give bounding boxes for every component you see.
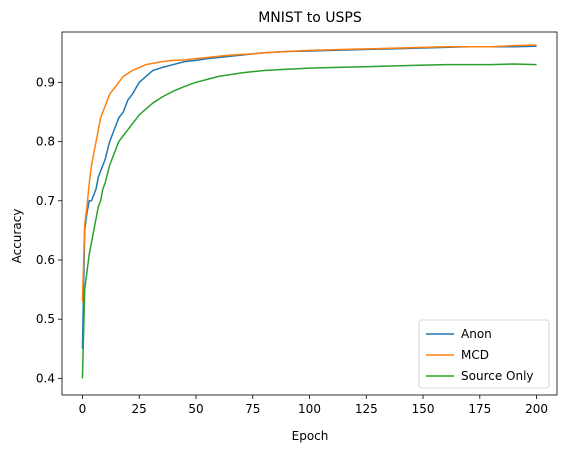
series-line-source-only (81, 63, 537, 379)
series-line-mcd (81, 44, 537, 302)
x-tick-label: 75 (245, 402, 260, 416)
x-tick-label: 175 (468, 402, 491, 416)
y-axis-label: Accuracy (10, 209, 24, 264)
legend-label: Anon (461, 327, 492, 341)
x-tick-label: 50 (188, 402, 203, 416)
x-tick-label: 150 (412, 402, 435, 416)
legend-box (418, 319, 550, 389)
y-tick-label: 0.4 (36, 371, 55, 385)
legend-label: MCD (461, 348, 489, 362)
x-tick-label: 0 (79, 402, 87, 416)
x-tick-label: 25 (132, 402, 147, 416)
y-tick-label: 0.5 (36, 312, 55, 326)
y-tick-label: 0.7 (36, 194, 55, 208)
y-tick-label: 0.9 (36, 75, 55, 89)
legend-label: Source Only (461, 369, 534, 383)
x-tick-label: 125 (355, 402, 378, 416)
x-tick-label: 100 (298, 402, 321, 416)
y-tick-label: 0.8 (36, 135, 55, 149)
chart-title: MNIST to USPS (258, 10, 362, 26)
x-tick-label: 200 (525, 402, 548, 416)
plot-area: 0 25 50 75 100 125 150 175 200 0.4 0.5 0.6 0.7 0.8 0.9… (36, 31, 558, 416)
x-axis-label: Epoch (292, 429, 329, 443)
y-tick-label: 0.6 (36, 253, 55, 267)
